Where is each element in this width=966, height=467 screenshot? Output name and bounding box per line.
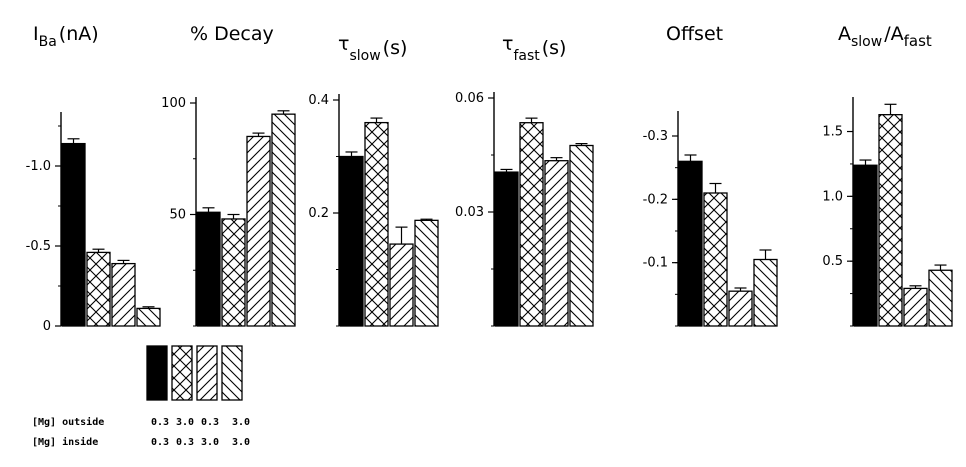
legend-mg-outside-value: 0.3	[201, 417, 219, 428]
panel-title-sub2: fast	[904, 32, 932, 50]
legend-mg-outside-value: 3.0	[232, 417, 250, 428]
bar-forward-diagonal	[111, 262, 136, 327]
y-tick-label: -0.5	[26, 239, 51, 254]
bar-backward-diagonal	[928, 269, 953, 327]
panel-title-suffix: (nA)	[59, 23, 99, 45]
y-tick-label: 0.5	[822, 254, 843, 269]
panel-title-main: τ	[502, 33, 513, 55]
panel-title-sub: fast	[513, 48, 540, 64]
legend-mg-inside-value: 0.3	[176, 437, 194, 448]
legend-mg-outside-value: 3.0	[176, 417, 194, 428]
legend-row-label: [Mg] outside	[32, 416, 104, 428]
bar-backward-diagonal	[136, 307, 161, 327]
y-tick-label: -1.0	[26, 159, 51, 174]
bar-crosshatch	[519, 122, 544, 327]
bar-backward-diagonal	[569, 144, 594, 327]
panel-title-sub: Ba	[39, 34, 57, 50]
y-tick-label: 50	[169, 208, 186, 223]
panel-title: τfast (s)	[502, 33, 566, 64]
panel-title: % Decay	[190, 23, 274, 45]
y-tick-label: 100	[161, 96, 186, 111]
legend-mg-inside-value: 3.0	[201, 437, 219, 448]
bar-crosshatch	[703, 192, 728, 327]
legend-swatch-backward-diagonal	[221, 345, 243, 401]
legend-swatch-solid	[146, 345, 168, 401]
bar-crosshatch	[86, 251, 111, 327]
y-tick-label: 0.4	[308, 93, 329, 108]
panel-title: τslow (s)	[338, 33, 407, 64]
y-tick-label: 0.06	[455, 91, 484, 106]
panel-title-suffix: (s)	[383, 37, 408, 59]
bar-forward-diagonal	[903, 287, 928, 327]
y-tick-label: 1.0	[822, 189, 843, 204]
bar-solid	[678, 160, 703, 327]
panel-6: Aslow/Afast 0.5 1.0 1.5	[822, 23, 953, 327]
y-tick-label: 1.5	[822, 125, 843, 140]
legend-mg-inside-value: 3.0	[232, 437, 250, 448]
panel-3: τslow (s) 0.2 0.4	[308, 33, 439, 327]
panel-title-sub: slow	[349, 48, 380, 64]
panel-title: IBa (nA)	[33, 23, 99, 50]
legend-swatch-crosshatch	[171, 345, 193, 401]
y-tick-label: -0.1	[643, 256, 668, 271]
y-tick-label: 0.03	[455, 205, 484, 220]
panel-4: τfast (s) 0.03 0.06	[455, 33, 594, 327]
bar-backward-diagonal	[753, 258, 778, 327]
bar-backward-diagonal	[414, 219, 439, 327]
bar-forward-diagonal	[728, 290, 753, 327]
bar-forward-diagonal	[389, 243, 414, 327]
bar-crosshatch	[364, 121, 389, 327]
bar-forward-diagonal	[246, 135, 271, 327]
legend-swatch-forward-diagonal	[196, 345, 218, 401]
bar-crosshatch	[878, 114, 903, 327]
bar-solid	[61, 142, 86, 327]
condition-legend: 0.3 0.3 3.0 0.3 0.3 3.0 3.0 3.0 [Mg] outside [Mg]…	[32, 345, 250, 448]
legend-mg-outside-value: 0.3	[151, 417, 169, 428]
panel-title-main: % Decay	[190, 23, 274, 45]
panel-title: Aslow/Afast	[838, 23, 932, 50]
panel-title-main: Offset	[666, 23, 723, 45]
bar-forward-diagonal	[544, 160, 569, 327]
panel-title-sub: slow	[851, 34, 882, 50]
bar-solid	[339, 155, 364, 327]
y-tick-label: -0.2	[643, 192, 668, 207]
y-tick-label: -0.3	[643, 129, 668, 144]
bar-crosshatch	[221, 218, 246, 327]
panel-title-main: τ	[338, 33, 349, 55]
panel-title-suffix: /A	[884, 23, 903, 45]
bar-solid	[494, 171, 519, 327]
y-tick-label: 0.2	[308, 206, 329, 221]
y-tick-label: 0	[43, 319, 51, 334]
panel-title-main: A	[838, 23, 851, 45]
legend-mg-inside-value: 0.3	[151, 437, 169, 448]
panel-title-main: I	[33, 23, 39, 45]
panel-5: Offset -0.1 -0.2 -0.3	[643, 23, 778, 327]
bar-solid	[853, 164, 878, 327]
panel-1: IBa (nA) 0 -0.5 -1.0	[26, 23, 161, 334]
panel-2: % Decay 50 100	[161, 23, 296, 327]
bar-solid	[196, 211, 221, 327]
panel-title-suffix: (s)	[542, 37, 567, 59]
legend-row-label: [Mg] inside	[32, 436, 98, 448]
panel-title: Offset	[666, 23, 723, 45]
bar-backward-diagonal	[271, 113, 296, 327]
